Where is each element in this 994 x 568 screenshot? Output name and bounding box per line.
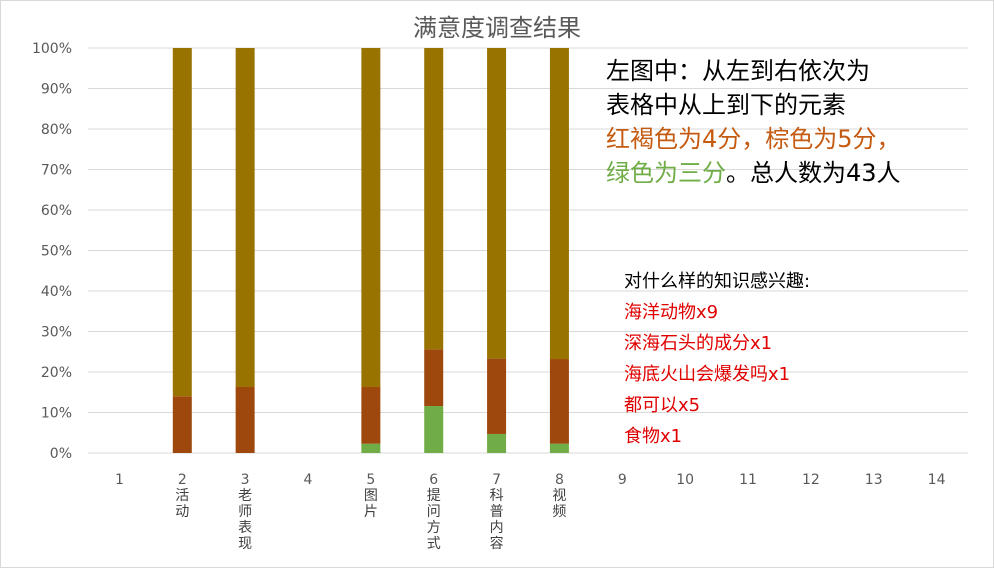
bar-segment — [172, 396, 192, 453]
x-tick-label: 7 — [492, 472, 501, 488]
interest-item: 食物x1 — [624, 426, 683, 447]
category-label: 科普内容 — [490, 488, 504, 552]
note-line-4: 绿色为三分。总人数为43人 — [606, 156, 901, 190]
note-total: 。总人数为43人 — [726, 159, 901, 187]
x-tick-label: 13 — [865, 472, 883, 488]
x-tick-label: 9 — [618, 472, 627, 488]
x-tick-label: 8 — [555, 472, 564, 488]
category-label: 提问方式 — [427, 488, 441, 552]
bar-segment — [487, 358, 507, 434]
x-tick-label: 3 — [241, 472, 250, 488]
y-tick-label: 60% — [41, 203, 72, 219]
x-tick-label: 6 — [429, 472, 438, 488]
x-tick-label: 10 — [676, 472, 694, 488]
y-tick-label: 70% — [41, 163, 72, 179]
y-tick-label: 40% — [41, 284, 72, 300]
y-tick-label: 50% — [41, 244, 72, 260]
interest-header: 对什么样的知识感兴趣: — [624, 271, 811, 292]
category-label: 老师表现 — [238, 488, 252, 552]
y-tick-label: 90% — [41, 82, 72, 98]
bar-segment — [361, 386, 381, 444]
interest-item: 海底火山会爆发吗x1 — [624, 364, 791, 385]
y-tick-label: 20% — [41, 365, 72, 381]
x-tick-label: 14 — [928, 472, 946, 488]
y-tick-label: 100% — [32, 41, 72, 57]
x-tick-label: 12 — [802, 472, 820, 488]
y-tick-label: 0% — [50, 446, 72, 462]
bar-segment — [361, 443, 381, 453]
bar-segment — [549, 48, 569, 360]
note-line-2: 表格中从上到下的元素 — [606, 91, 846, 119]
note-brown: 棕色为5分， — [765, 125, 901, 153]
x-tick-label: 1 — [115, 472, 124, 488]
interest-list: 对什么样的知识感兴趣: 海洋动物x9 深海石头的成分x1 海底火山会爆发吗x1 … — [624, 266, 810, 452]
y-tick-label: 30% — [41, 325, 72, 341]
interest-item: 海洋动物x9 — [624, 302, 719, 323]
bar-segment — [487, 48, 507, 359]
note-line-3: 红褐色为4分，棕色为5分， — [606, 122, 901, 156]
bar-segment — [424, 48, 444, 350]
bar-segment — [424, 349, 444, 407]
x-tick-label: 5 — [366, 472, 375, 488]
interest-item: 都可以x5 — [624, 395, 701, 416]
note-line-1: 左图中：从左到右依次为 — [606, 57, 870, 85]
y-tick-label: 10% — [41, 406, 72, 422]
category-label: 活动 — [175, 488, 189, 520]
bar-segment — [424, 406, 444, 453]
category-label: 图片 — [364, 488, 378, 520]
category-label: 视频 — [552, 488, 566, 520]
x-tick-label: 11 — [739, 472, 757, 488]
x-tick-label: 4 — [304, 472, 313, 488]
bar-segment — [172, 48, 192, 397]
bar-segment — [487, 433, 507, 453]
bar-segment — [549, 443, 569, 453]
note-green: 绿色为三分 — [606, 159, 726, 187]
interest-item: 深海石头的成分x1 — [624, 333, 773, 354]
bar-segment — [235, 48, 255, 387]
y-tick-label: 80% — [41, 122, 72, 138]
legend-note: 左图中：从左到右依次为 表格中从上到下的元素 红褐色为4分，棕色为5分， 绿色为… — [606, 54, 901, 190]
chart-title: 满意度调查结果 — [413, 14, 581, 42]
x-tick-label: 2 — [178, 472, 187, 488]
bar-segment — [235, 386, 255, 453]
bar-segment — [549, 359, 569, 444]
note-redbrown: 红褐色为4分， — [606, 125, 766, 153]
bar-segment — [361, 48, 381, 387]
